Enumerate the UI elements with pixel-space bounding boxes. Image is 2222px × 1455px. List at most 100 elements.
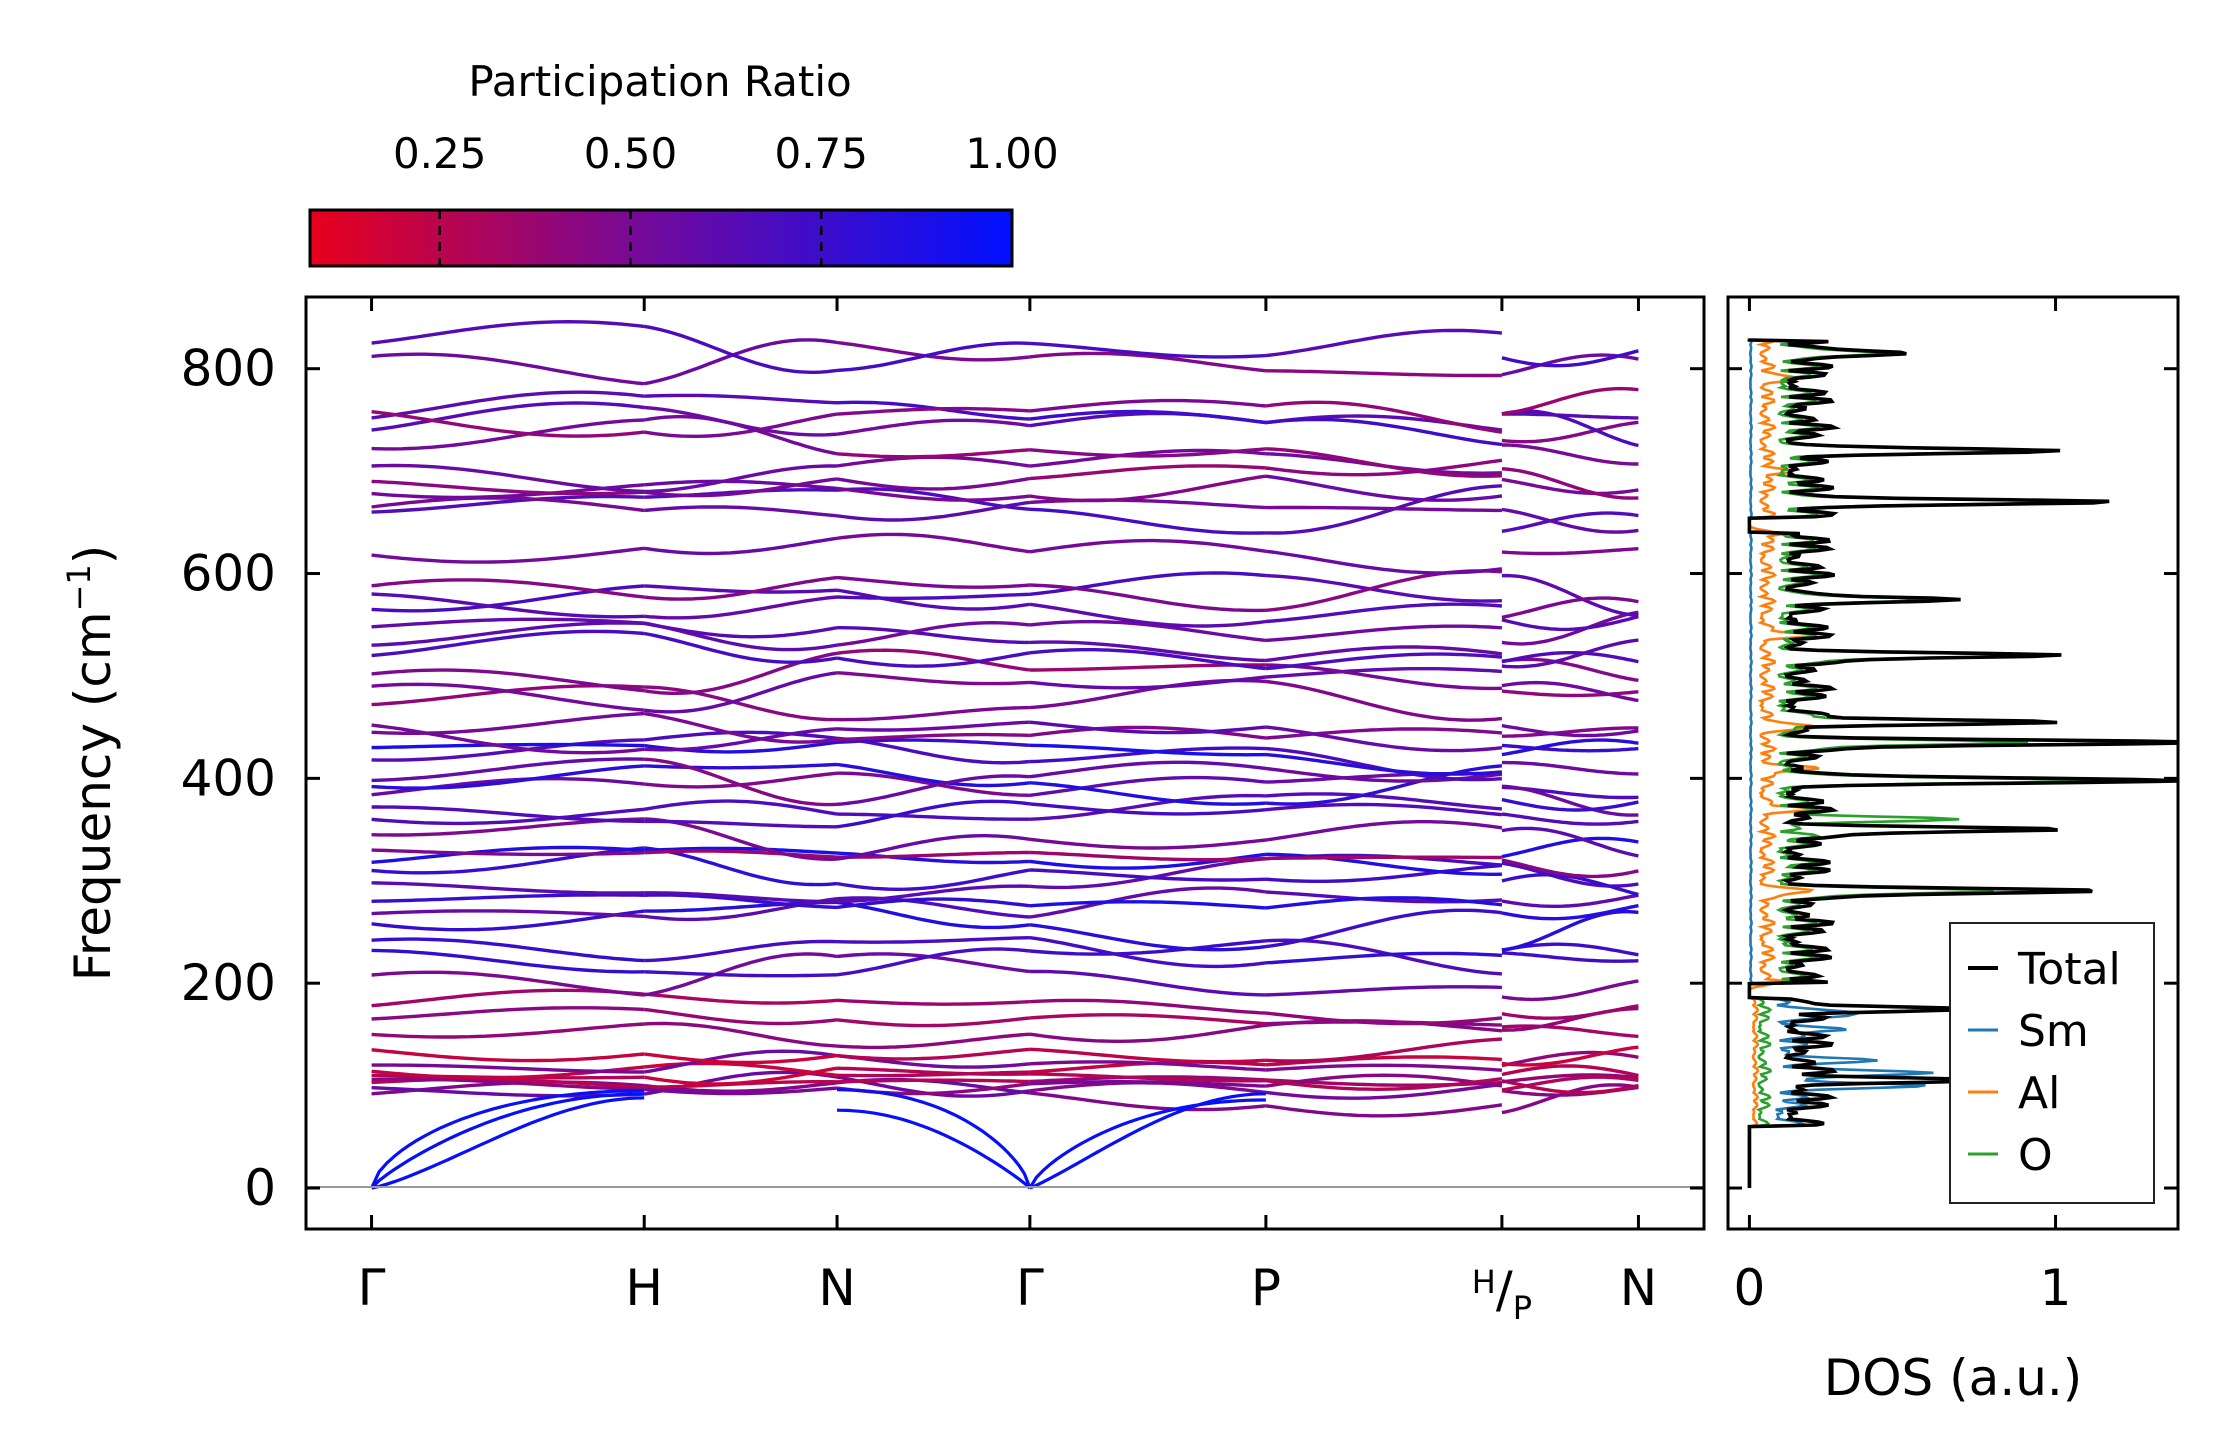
optical-band-segment — [836, 620, 1031, 647]
legend-label-al: Al — [2018, 1068, 2060, 1119]
optical-band-segment — [371, 401, 645, 432]
optical-band-segment — [1265, 474, 1503, 502]
optical-band-segment — [371, 578, 645, 599]
optical-band-segment — [644, 505, 838, 518]
optical-band-segment — [1029, 760, 1267, 779]
optical-band-segment — [371, 805, 645, 824]
optical-band-segment — [371, 738, 645, 762]
optical-band-segment — [371, 319, 645, 345]
optical-band-segment — [643, 621, 838, 652]
optical-band-segment — [1265, 727, 1503, 740]
dos-x-tick-label: 1 — [2040, 1259, 2072, 1317]
optical-band-segment — [644, 464, 837, 494]
optical-band-segment — [1029, 969, 1266, 997]
optical-band-segment — [644, 762, 838, 770]
legend-label-o: O — [2018, 1130, 2053, 1181]
optical-band-segment — [1029, 620, 1267, 643]
optical-band-segment — [1265, 400, 1503, 434]
optical-band-segment — [371, 390, 645, 420]
optical-band-segment — [836, 406, 1030, 416]
optical-band-segment — [1029, 923, 1267, 952]
optical-band-segment — [1501, 507, 1639, 534]
optical-band-segment — [1029, 998, 1266, 1015]
optical-band-segment — [1029, 939, 1267, 956]
colorbar-tick-label: 1.00 — [965, 129, 1059, 178]
kpoint-label: P — [1251, 1259, 1281, 1317]
optical-band-segment — [644, 595, 838, 620]
optical-band-segment — [1265, 484, 1503, 535]
optical-band-segment — [836, 532, 1031, 554]
band-structure-panel: 0 200 400 600 800 Γ H N Γ P H/P N Frequency (cm−1) — [60, 295, 1706, 1327]
optical-band-segment — [836, 1070, 1030, 1078]
frequency-axis-ticks: 0 200 400 600 800 — [181, 340, 1704, 1217]
optical-band-segment — [371, 410, 645, 438]
optical-band-segment — [1501, 784, 1639, 817]
optical-band-segment — [1501, 477, 1639, 496]
optical-band-segment — [1501, 797, 1639, 812]
optical-band-segment — [836, 1047, 1031, 1061]
optical-band-segment — [371, 909, 645, 918]
optical-band-segment — [836, 947, 1031, 977]
optical-band-segment — [836, 900, 1031, 930]
optical-band-segment — [836, 851, 1030, 865]
optical-band-segment — [836, 455, 1031, 468]
optical-band-segment — [1029, 507, 1266, 535]
optical-band-segment — [1029, 571, 1267, 596]
optical-band-segment — [644, 575, 838, 601]
optical-band-segment — [836, 705, 1030, 722]
optical-band-segment — [1029, 850, 1266, 862]
optical-band-segment — [371, 909, 645, 932]
optical-band-segment — [371, 893, 645, 903]
optical-band-segment — [1501, 349, 1639, 368]
optical-band-segment — [1029, 474, 1267, 503]
optical-band-segment — [1501, 420, 1639, 444]
optical-band-segment — [1265, 369, 1502, 378]
optical-band-segment — [371, 352, 645, 386]
optical-band-segment — [371, 881, 645, 895]
optical-band-segment — [643, 412, 838, 438]
optical-band-segment — [371, 1048, 645, 1063]
optical-band-segment — [371, 1077, 645, 1092]
optical-band-segment — [1265, 417, 1503, 447]
optical-band-segment — [1029, 1072, 1266, 1083]
optical-band-segment — [1265, 505, 1502, 513]
optical-band-segment — [836, 448, 1031, 459]
dos-axes-frame — [1726, 295, 2180, 1231]
optical-band-segment — [836, 1078, 1030, 1084]
optical-band-segment — [1501, 1045, 1639, 1067]
optical-band-segment — [643, 338, 838, 386]
optical-band-segment — [1029, 1013, 1267, 1026]
optical-band-segment — [371, 807, 645, 826]
optical-band-segment — [836, 671, 1030, 686]
optical-band-segment — [1265, 752, 1503, 776]
optical-band-segment — [836, 998, 1030, 1006]
optical-band-segment — [644, 849, 838, 859]
optical-band-segment — [371, 1006, 645, 1021]
optical-band-segment — [644, 757, 838, 807]
optical-band-segment — [1265, 985, 1502, 997]
dos-series-total — [1747, 338, 2178, 1188]
optical-band-segment — [1501, 1050, 1639, 1068]
optical-band-segment — [643, 1052, 838, 1065]
optical-band-segment — [1029, 1091, 1267, 1112]
optical-band-segment — [1029, 447, 1267, 458]
colorbar-ticks: 0.25 0.50 0.75 1.00 — [393, 129, 1059, 266]
optical-band-segment — [371, 621, 645, 647]
kpoint-label: N — [818, 1259, 855, 1317]
optical-band-segment — [1265, 1103, 1503, 1118]
optical-band-segment — [836, 720, 1030, 732]
optical-band-segment — [371, 764, 645, 790]
optical-band-segment — [643, 711, 838, 744]
optical-band-segment — [1265, 802, 1503, 817]
optical-band-segment — [371, 970, 645, 997]
optical-band-segment — [836, 812, 1030, 821]
optical-band-segment — [1501, 657, 1639, 682]
optical-band-segment — [1501, 680, 1639, 703]
frequency-tick-label: 600 — [181, 545, 276, 603]
optical-band-segment — [371, 1022, 645, 1039]
optical-band-segment — [1265, 863, 1503, 883]
optical-band-segment — [1501, 812, 1639, 826]
optical-band-segment — [644, 727, 838, 752]
optical-band-segment — [1029, 743, 1266, 757]
